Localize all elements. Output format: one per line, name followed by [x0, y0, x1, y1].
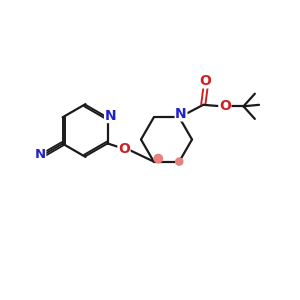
Text: N: N: [175, 107, 187, 121]
Text: O: O: [219, 99, 231, 113]
Circle shape: [176, 158, 183, 165]
Text: O: O: [118, 142, 130, 156]
Text: N: N: [34, 148, 46, 161]
Circle shape: [154, 154, 163, 163]
Text: O: O: [200, 74, 212, 88]
Text: N: N: [105, 109, 116, 122]
